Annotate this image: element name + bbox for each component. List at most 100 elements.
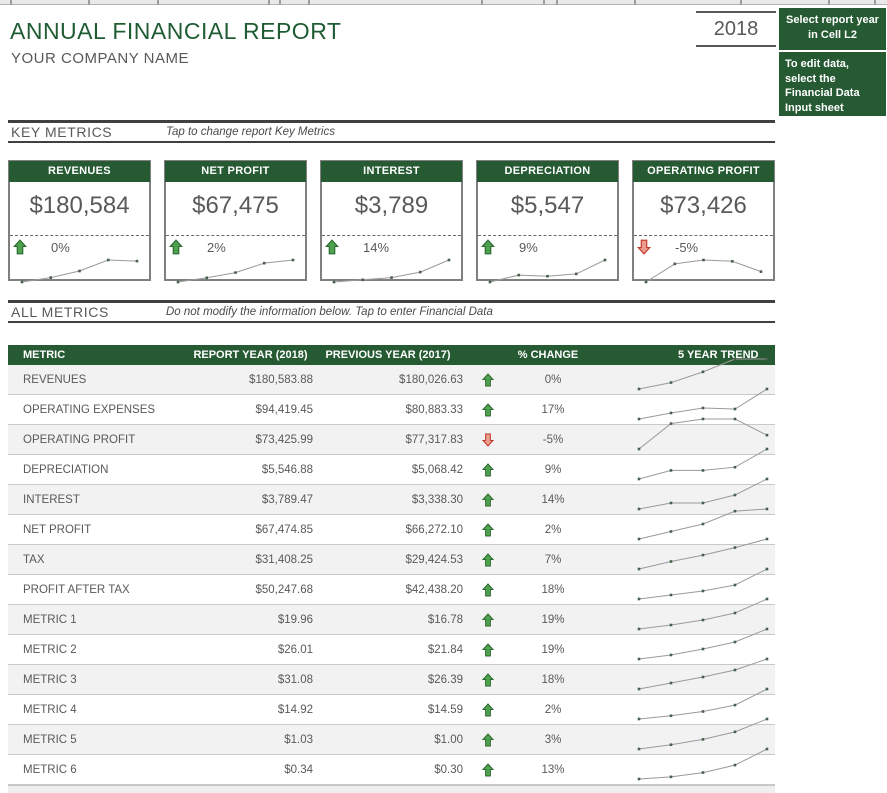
card-net-profit[interactable]: NET PROFIT $67,475 2% [164, 160, 307, 284]
table-row[interactable]: TAX $31,408.25 $29,424.53 7% [8, 537, 775, 575]
card-interest[interactable]: INTEREST $3,789 14% [320, 160, 463, 284]
trend-sparkline [633, 447, 773, 485]
table-row[interactable]: INTEREST $3,789.47 $3,338.30 14% [8, 477, 775, 515]
change-pct: 2% [544, 523, 562, 536]
change-pct: 14% [541, 493, 565, 506]
table-header-row: METRIC REPORT YEAR (2018) PREVIOUS YEAR … [8, 345, 775, 365]
card-divider [322, 235, 461, 236]
down-arrow-icon [463, 433, 513, 447]
metric-name: DEPRECIATION [23, 463, 109, 476]
up-arrow-icon [463, 372, 513, 387]
card-revenues[interactable]: REVENUES $180,584 0% [8, 160, 151, 284]
previous-year-value: $42,438.20 [405, 583, 463, 596]
all-metrics-hint: Do not modify the information below. Tap… [166, 306, 493, 318]
metric-name: TAX [23, 553, 45, 566]
card-change-pct: 0% [51, 239, 70, 255]
previous-year-value: $0.30 [434, 763, 463, 776]
next-row-stub [8, 785, 775, 793]
change-pct: 17% [541, 403, 565, 416]
previous-year-value: $3,338.30 [411, 493, 463, 506]
trend-sparkline [633, 717, 773, 755]
card-divider [634, 235, 773, 236]
table-row[interactable]: OPERATING PROFIT $73,425.99 $77,317.83 -… [8, 417, 775, 455]
change-pct: 0% [544, 373, 562, 386]
up-arrow-icon [463, 672, 513, 687]
card-value: $180,584 [29, 192, 130, 219]
metric-name: METRIC 4 [23, 703, 77, 716]
note-select-year: Select report year in Cell L2 [779, 8, 886, 50]
table-row[interactable]: OPERATING EXPENSES $94,419.45 $80,883.33… [8, 387, 775, 425]
table-row[interactable]: METRIC 4 $14.92 $14.59 2% [8, 687, 775, 725]
col-previous-year: PREVIOUS YEAR (2017) [325, 349, 451, 361]
previous-year-value: $80,883.33 [405, 403, 463, 416]
card-depreciation[interactable]: DEPRECIATION $5,547 9% [476, 160, 619, 284]
metric-name: METRIC 3 [23, 673, 77, 686]
card-divider [10, 235, 149, 236]
change-pct: 3% [544, 733, 562, 746]
trend-sparkline [633, 597, 773, 635]
card-title: NET PROFIT [165, 161, 306, 182]
table-row[interactable]: PROFIT AFTER TAX $50,247.68 $42,438.20 1… [8, 567, 775, 605]
card-sparkline [322, 258, 461, 288]
card-sparkline [10, 258, 149, 288]
table-row[interactable]: METRIC 6 $0.34 $0.30 13% [8, 747, 775, 785]
report-year-value: $180,583.88 [249, 373, 313, 386]
card-value: $67,475 [192, 192, 279, 219]
key-metrics-label: KEY METRICS [11, 124, 113, 140]
up-arrow-icon [325, 239, 339, 255]
card-value: $73,426 [660, 192, 747, 219]
trend-sparkline [633, 357, 773, 395]
report-year-cell[interactable]: 2018 [696, 11, 776, 47]
trend-sparkline [633, 537, 773, 575]
down-arrow-icon [637, 239, 651, 255]
card-title: INTEREST [321, 161, 462, 182]
card-title: DEPRECIATION [477, 161, 618, 182]
report-year-value: $50,247.68 [255, 583, 313, 596]
card-change-pct: -5% [675, 239, 699, 255]
up-arrow-icon [463, 762, 513, 777]
trend-sparkline [633, 567, 773, 605]
table-row[interactable]: METRIC 5 $1.03 $1.00 3% [8, 717, 775, 755]
card-divider [166, 235, 305, 236]
previous-year-value: $16.78 [427, 613, 463, 626]
note-edit-data: To edit data, select the Financial Data … [779, 52, 886, 116]
trend-sparkline [633, 417, 773, 455]
card-change-pct: 2% [207, 239, 226, 255]
metric-name: INTEREST [23, 493, 80, 506]
previous-year-value: $180,026.63 [399, 373, 463, 386]
card-sparkline [478, 258, 617, 288]
table-row[interactable]: NET PROFIT $67,474.85 $66,272.10 2% [8, 507, 775, 545]
all-metrics-table: METRIC REPORT YEAR (2018) PREVIOUS YEAR … [8, 345, 775, 785]
table-row[interactable]: REVENUES $180,583.88 $180,026.63 0% [8, 357, 775, 395]
card-title: REVENUES [9, 161, 150, 182]
report-year-value: $14.92 [277, 703, 313, 716]
col-metric: METRIC [23, 349, 66, 361]
change-pct: 19% [541, 643, 565, 656]
card-change-pct: 14% [363, 239, 390, 255]
metric-name: NET PROFIT [23, 523, 92, 536]
card-operating-profit[interactable]: OPERATING PROFIT $73,426 -5% [632, 160, 775, 284]
report-year-value: $31,408.25 [255, 553, 313, 566]
change-pct: 2% [544, 703, 562, 716]
table-row[interactable]: METRIC 3 $31.08 $26.39 18% [8, 657, 775, 695]
report-year-value: $73,425.99 [255, 433, 313, 446]
up-arrow-icon [481, 239, 495, 255]
table-row[interactable]: METRIC 2 $26.01 $21.84 19% [8, 627, 775, 665]
trend-sparkline [633, 657, 773, 695]
metric-name: METRIC 5 [23, 733, 77, 746]
table-row[interactable]: DEPRECIATION $5,546.88 $5,068.42 9% [8, 447, 775, 485]
trend-sparkline [633, 747, 773, 785]
previous-year-value: $29,424.53 [405, 553, 463, 566]
card-title: OPERATING PROFIT [633, 161, 774, 182]
all-metrics-section-header: ALL METRICS Do not modify the informatio… [8, 300, 775, 323]
table-row[interactable]: METRIC 1 $19.96 $16.78 19% [8, 597, 775, 635]
all-metrics-label: ALL METRICS [11, 304, 109, 320]
previous-year-value: $66,272.10 [405, 523, 463, 536]
report-year-value: $94,419.45 [255, 403, 313, 416]
up-arrow-icon [463, 642, 513, 657]
report-year-value: $3,789.47 [261, 493, 313, 506]
key-metrics-hint: Tap to change report Key Metrics [166, 126, 335, 138]
up-arrow-icon [13, 239, 27, 255]
card-value: $5,547 [510, 192, 585, 219]
